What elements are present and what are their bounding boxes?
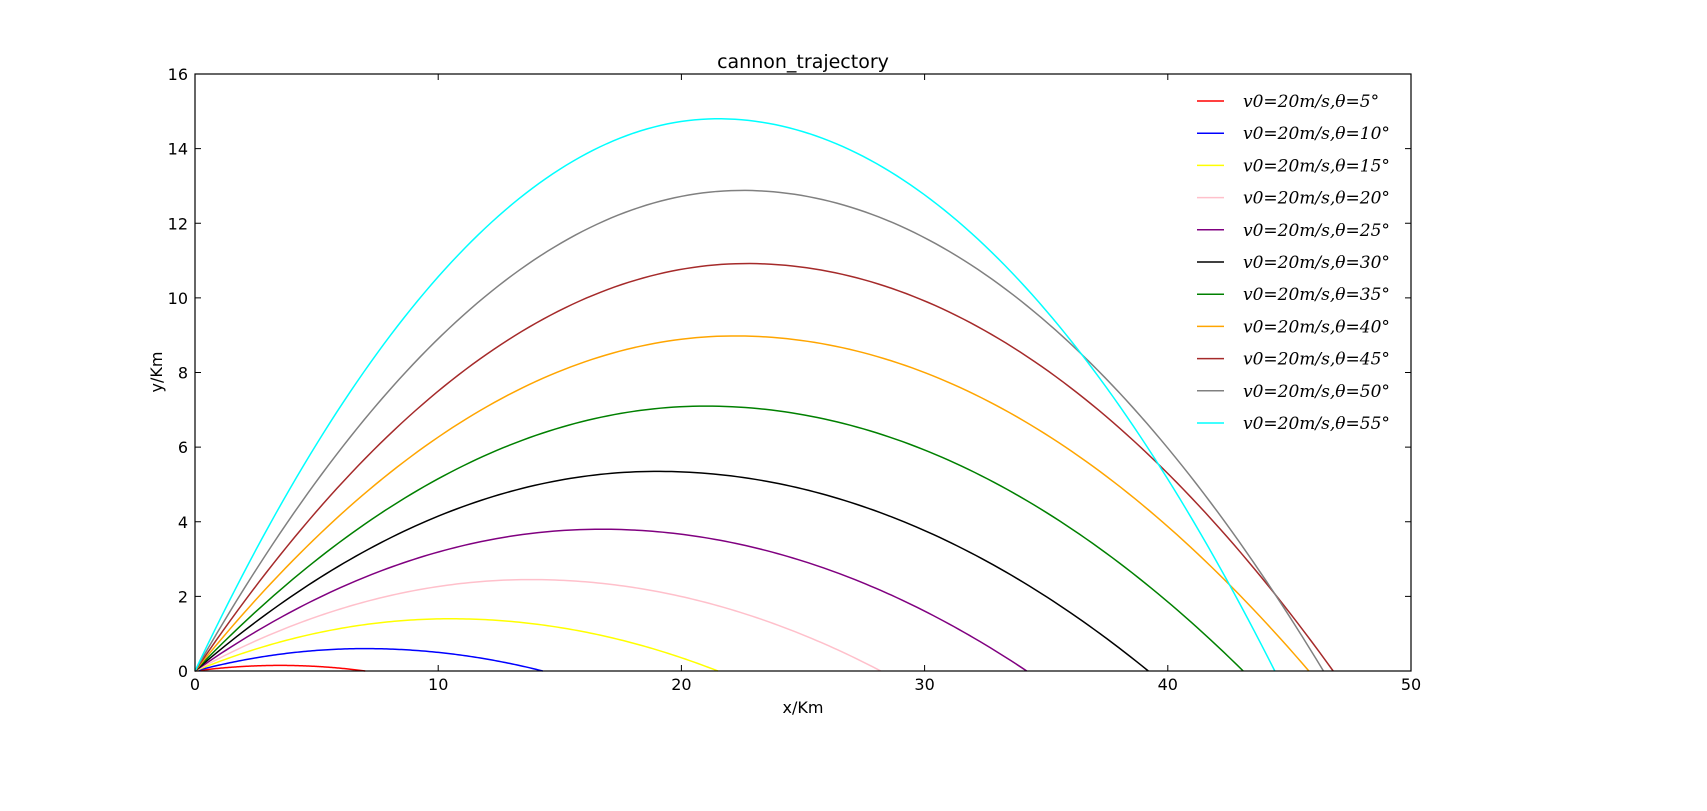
x-axis-label: x/Km (783, 698, 824, 717)
legend-entry-label: v0=20m/s,θ=50° (1243, 382, 1390, 402)
series-line-3 (194, 618, 719, 672)
legend-entry-label: v0=20m/s,θ=10° (1243, 124, 1390, 144)
x-tick-label: 0 (190, 675, 200, 694)
x-tick-label: 50 (1401, 675, 1421, 694)
legend-entry-label: v0=20m/s,θ=35° (1243, 285, 1390, 305)
series-line-9 (194, 262, 1334, 672)
y-tick-label: 4 (178, 513, 188, 532)
legend-entry-label: v0=20m/s,θ=45° (1243, 350, 1390, 370)
y-tick-label: 12 (168, 214, 188, 233)
series-line-10 (194, 189, 1325, 672)
series-line-5 (194, 528, 1028, 672)
chart-title: cannon_trajectory (717, 51, 889, 73)
x-tick-label: 30 (914, 675, 934, 694)
y-tick-label: 6 (178, 438, 188, 457)
y-tick-label: 2 (178, 587, 188, 606)
x-axis-ticks: 0 10 20 30 40 50 (190, 74, 1421, 694)
series-line-7 (194, 405, 1244, 672)
legend-entry-label: v0=20m/s,θ=30° (1243, 253, 1390, 273)
y-tick-label: 16 (168, 65, 188, 84)
y-tick-label: 10 (168, 289, 188, 308)
legend-entry-label: v0=20m/s,θ=40° (1243, 317, 1390, 337)
series-line-6 (194, 470, 1149, 672)
y-tick-label: 14 (168, 140, 188, 159)
legend-entry-label: v0=20m/s,θ=25° (1243, 221, 1390, 241)
legend: v0=20m/s,θ=5° v0=20m/s,θ=10° v0=20m/s,θ=15… (1197, 92, 1390, 434)
x-tick-label: 10 (428, 675, 448, 694)
y-axis-ticks: 0 2 4 6 8 10 12 14 16 (168, 65, 1411, 681)
x-tick-label: 40 (1158, 675, 1178, 694)
legend-entry-label: v0=20m/s,θ=5° (1243, 92, 1379, 112)
series-line-4 (194, 578, 882, 672)
series-line-1 (194, 664, 366, 672)
series-line-8 (194, 335, 1310, 672)
series-line-2 (194, 647, 543, 672)
legend-entry-label: v0=20m/s,θ=55° (1243, 414, 1390, 434)
y-tick-label: 0 (178, 662, 188, 681)
legend-entry-label: v0=20m/s,θ=20° (1243, 189, 1390, 209)
series-curves (194, 118, 1334, 672)
plot-frame (194, 73, 1412, 672)
legend-entry-label: v0=20m/s,θ=15° (1243, 156, 1390, 176)
y-tick-label: 8 (178, 364, 188, 383)
series-line-11 (194, 118, 1276, 672)
y-axis-label: y/Km (147, 352, 166, 393)
x-tick-label: 20 (671, 675, 691, 694)
